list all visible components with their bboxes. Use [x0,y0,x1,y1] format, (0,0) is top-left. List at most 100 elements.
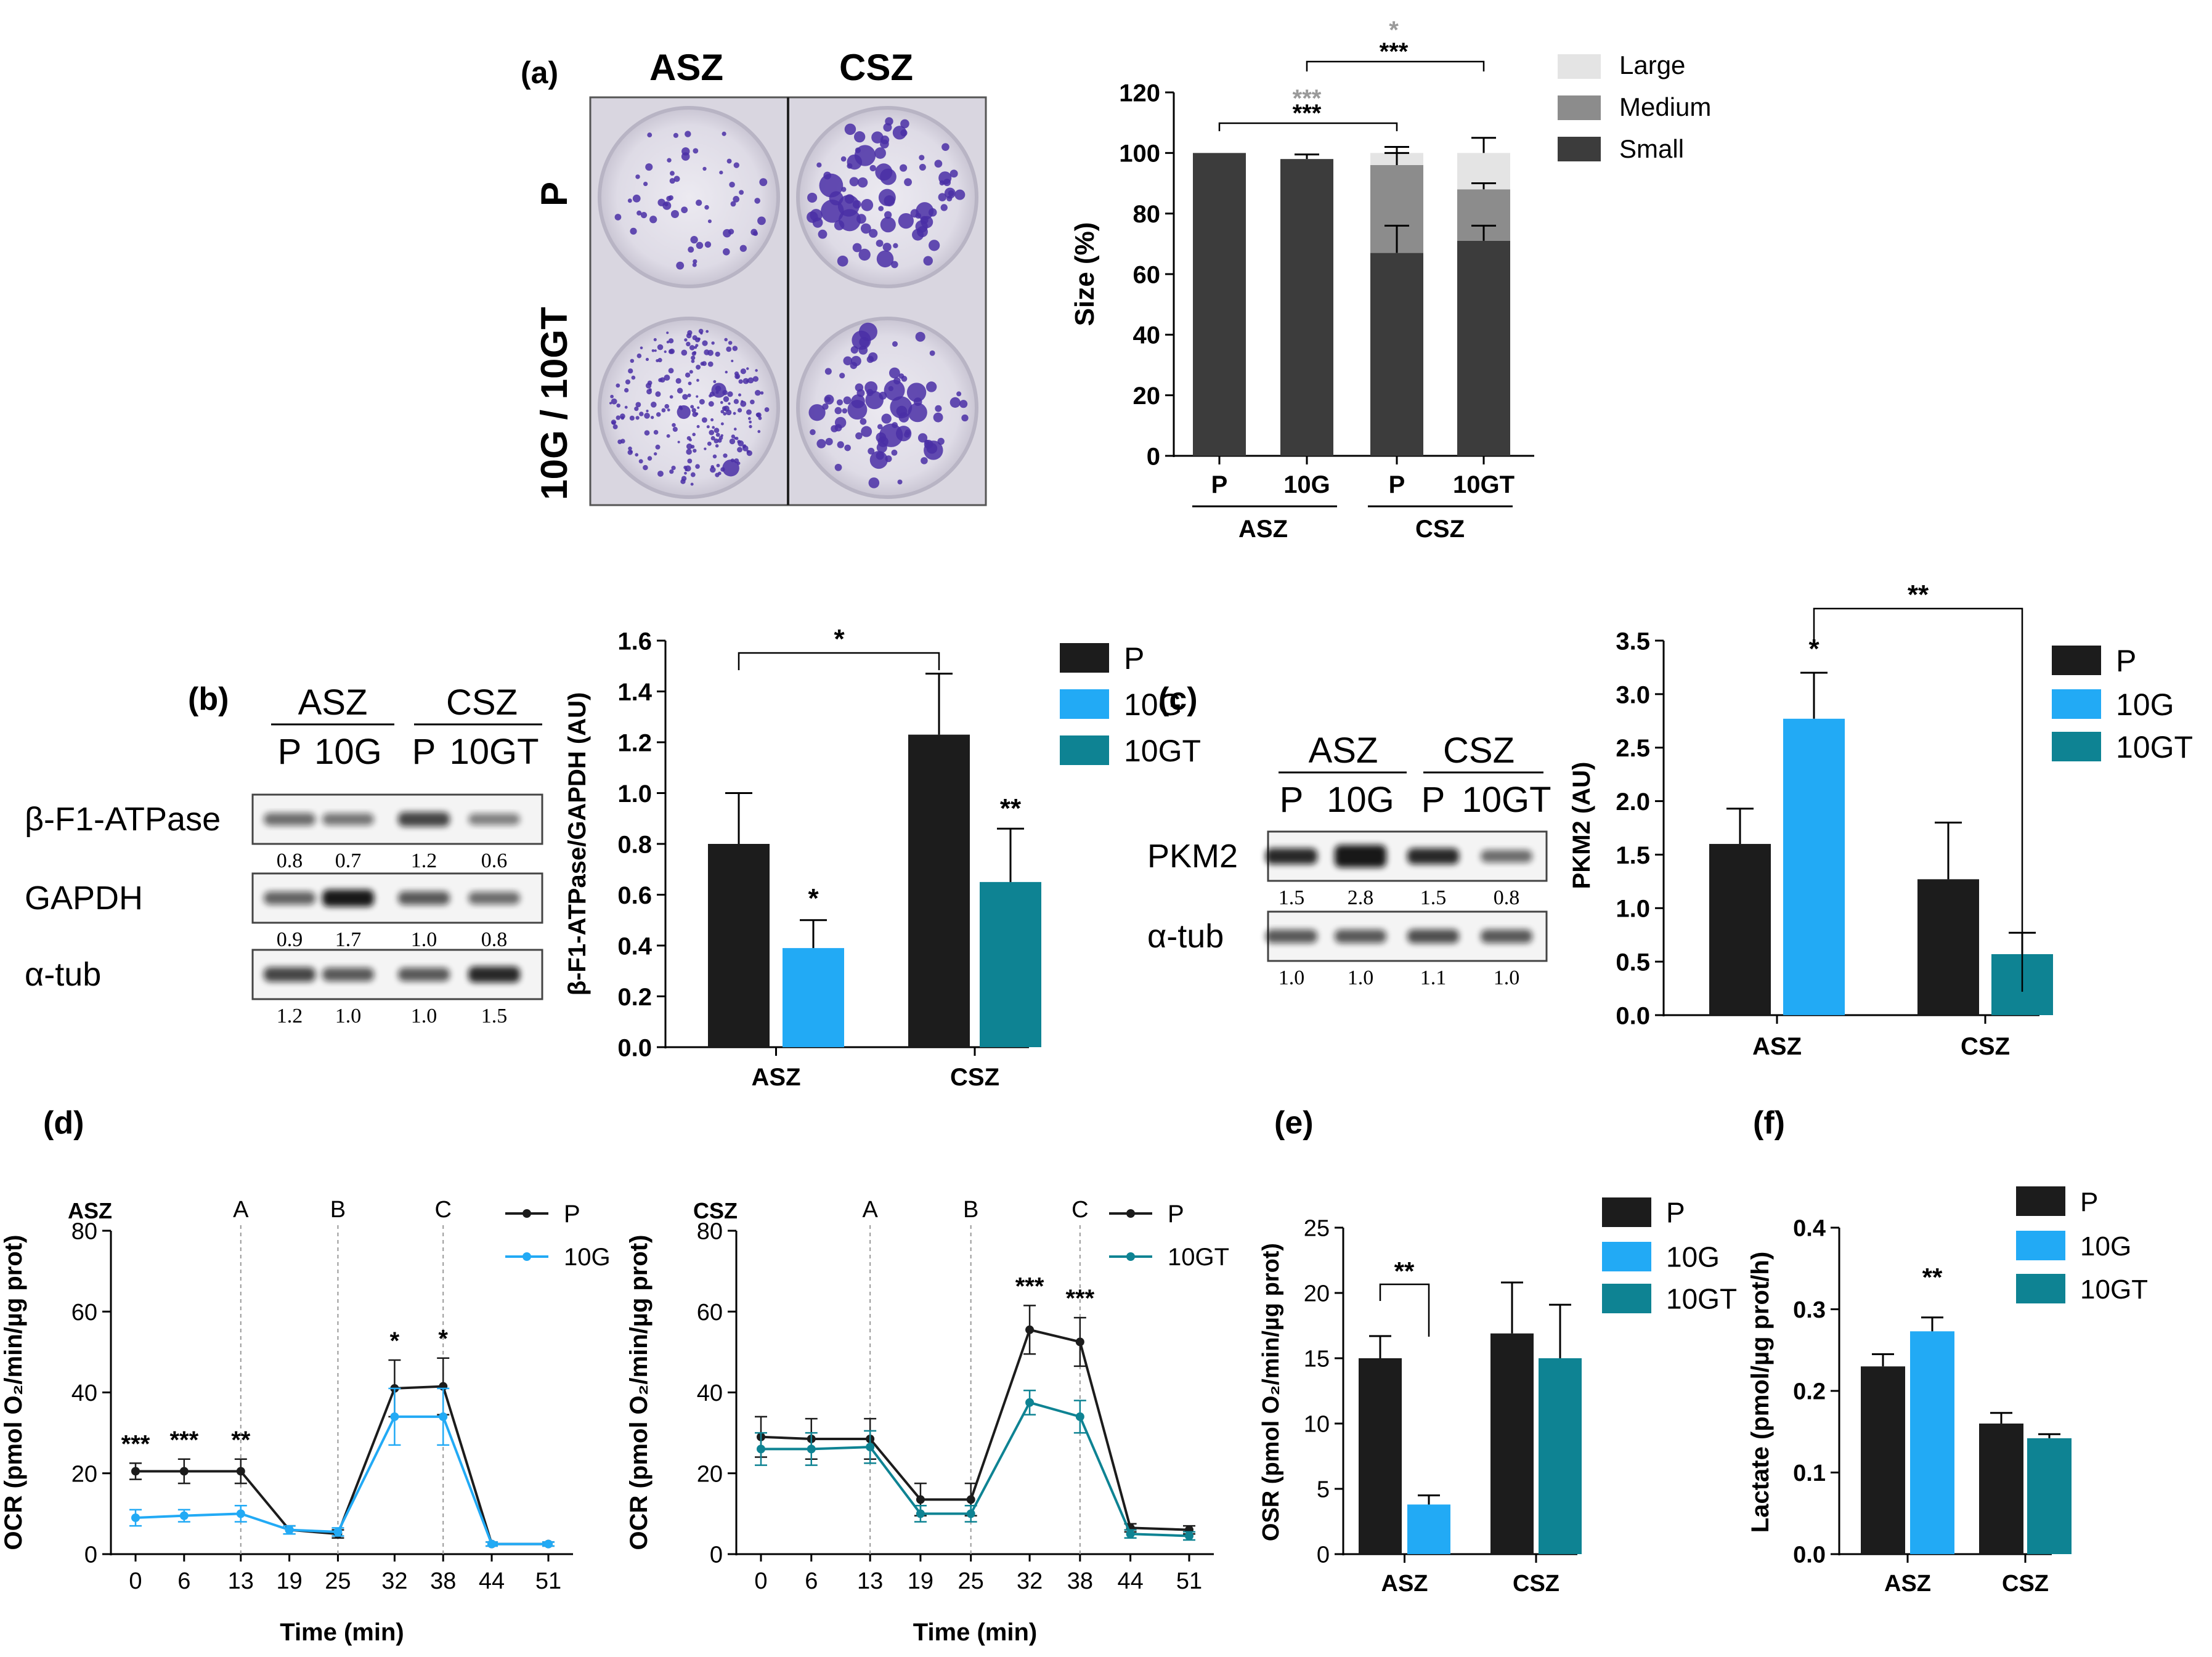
colony-2-61 [696,379,699,382]
legend-f-label-p: P [2080,1187,2098,1217]
chart-b-ytick-label-4: 0.8 [617,831,652,858]
chart-f-ytick-label-3: 0.3 [1793,1297,1826,1323]
blot-b-band-2-3 [468,966,520,982]
colony-2-230 [711,383,726,398]
chart-d2-xtick-label-4: 25 [958,1568,984,1594]
chart-f-bar-10gt-csz [2027,1438,2072,1554]
blot-c-band-0-1 [1335,845,1386,868]
colony-2-215 [685,372,691,378]
chart-d2-stat-1: *** [1065,1285,1094,1312]
colony-1-33 [876,240,884,247]
colony-0-7 [757,216,766,225]
chart-d2-xtick-label-2: 13 [857,1568,883,1594]
colony-2-129 [746,450,752,456]
colony-2-158 [684,338,688,342]
chart-d2-point-10gt-1 [807,1444,816,1454]
chart-b-xtick-label-0: ASZ [752,1064,801,1091]
colony-3-9 [868,477,880,488]
colony-3-75 [884,379,905,401]
chart-d1-xtick-label-1: 6 [177,1568,190,1594]
chart-b-ytick-label-3: 0.6 [617,882,652,909]
colony-2-125 [747,417,751,420]
blot-c-quant-1-1: 1.0 [1348,966,1374,989]
blot-c-lane-1: 10G [1327,780,1394,820]
chart-b-stats: * * ** [738,624,1022,914]
chart-f-ylabel: Lactate (pmol/µg prot/h) [1747,1252,1774,1533]
colony-0-47 [681,147,690,156]
chart-d2-legend-marker-0 [1126,1209,1135,1218]
colony-0-46 [754,198,760,204]
chart-b-ytick-label-0: 0.0 [617,1034,652,1061]
colony-2-127 [681,349,688,356]
chart-b-xtick-label-1: CSZ [950,1064,999,1091]
colony-1-11 [869,164,876,172]
colony-2-38 [705,330,709,333]
blot-c-group-csz: CSZ [1443,731,1515,771]
chart-d1-xtick-label-2: 13 [228,1568,254,1594]
colony-3-59 [824,368,832,375]
colony-2-195 [664,375,670,381]
chart-d1-injection-label-1: B [330,1197,346,1223]
colony-2-12 [686,443,693,450]
colony-0-39 [722,131,726,136]
colony-0-1 [688,246,694,253]
chart-d2-xtick-label-8: 51 [1176,1568,1202,1594]
colony-2-124 [636,353,642,359]
colony-3-79 [852,330,871,350]
colony-2-218 [692,432,696,437]
colony-3-71 [879,423,903,447]
colony-0-41 [666,195,672,201]
chart-d1-point-10g-2 [236,1509,245,1518]
chart-d1-point-10g-1 [179,1511,189,1520]
colony-2-166 [690,482,694,486]
colony-2-63 [629,415,635,421]
colony-2-172 [732,346,738,351]
legend-f-swatch-10g [2016,1231,2065,1260]
colony-2-176 [651,349,655,352]
colony-2-107 [691,445,695,449]
colony-2-173 [710,436,715,440]
colony-2-181 [638,459,643,464]
chart-d-csz: 0 20 40 60 80 0 6 13 19 25 32 38 44 51 Time (min) OCR (… [625,1197,1229,1646]
colony-1-74 [876,250,894,268]
chart-e-stats: ** [1379,1257,1430,1337]
panel-b-label: (b) [188,681,229,717]
colony-0-33 [657,198,665,206]
colony-3-78 [864,381,878,394]
colony-1-51 [849,177,859,187]
blot-b-lane-2: P [412,732,436,772]
legend-f-label-10gt: 10GT [2080,1274,2148,1305]
colony-2-217 [749,420,752,424]
a-xtick-label-1: 10G [1283,471,1330,498]
colony-0-0 [627,198,632,203]
colony-1-53 [938,193,947,201]
colony-1-38 [852,243,862,253]
colony-1-75 [810,209,823,222]
colony-2-231 [722,459,739,477]
chart-b-ytick-label-8: 1.6 [617,628,652,655]
colony-1-30 [949,169,958,178]
colony-2-48 [624,405,628,409]
colony-3-22 [842,408,848,414]
colony-2-50 [667,408,670,411]
colony-3-52 [889,367,900,379]
chart-d2-ytick-label-4: 80 [697,1219,723,1245]
stat-a-gray-2: * [1389,17,1399,44]
chart-d1-stat-3: * [390,1327,400,1355]
chart-a: 0 20 40 60 80 100 120 Size (%) P 10G P 10GT ASZ CSZ [1070,79,1534,543]
colony-0-52 [640,211,648,219]
colony-2-101 [644,413,650,419]
colony-2-16 [731,359,734,362]
blot-c-quant-0-3: 0.8 [1494,886,1520,909]
colony-2-56 [666,331,669,334]
chart-d2-xtick-label-3: 19 [908,1568,933,1594]
chart-d1-ytick-label-2: 40 [71,1380,97,1406]
chart-b-legend: P 10G 10GT [1060,641,1201,768]
panel-e-label: (e) [1274,1105,1314,1141]
colony-2-76 [733,427,737,431]
colony-3-15 [901,376,908,382]
chart-d1-ytick-label-3: 60 [71,1300,97,1326]
blot-b-quant-1-2: 1.0 [411,928,437,951]
colony-2-168 [668,368,674,374]
chart-d2-injection-label-1: B [963,1197,978,1223]
